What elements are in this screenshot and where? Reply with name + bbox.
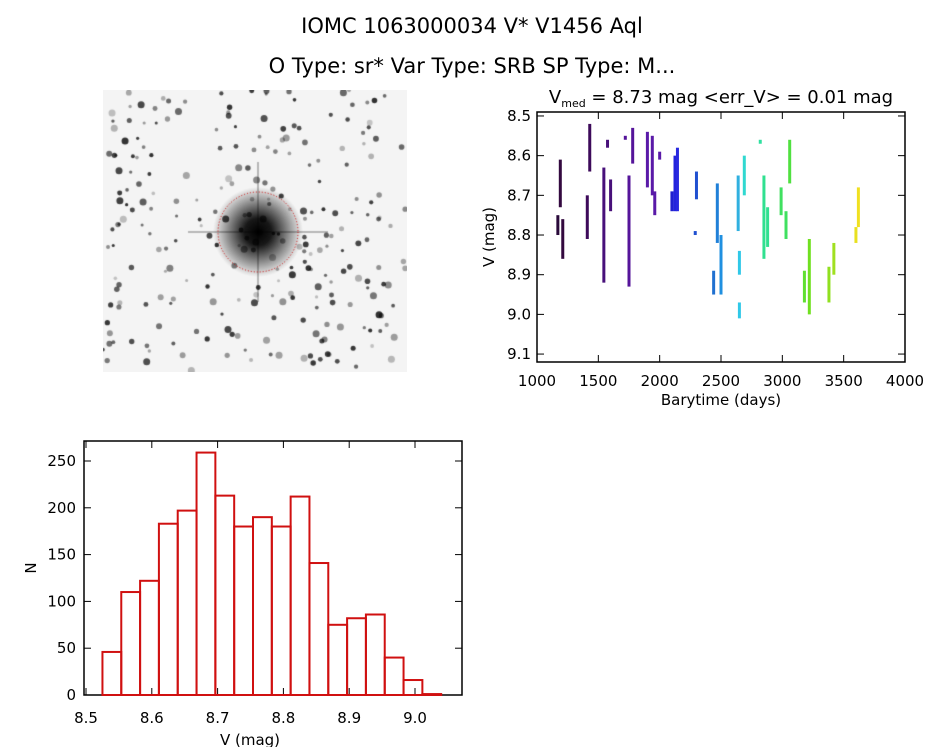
data-point-cluster xyxy=(737,250,741,275)
y-tick-label: 8.9 xyxy=(507,266,531,284)
data-point-cluster xyxy=(585,195,589,239)
title-v: V xyxy=(549,87,562,108)
histogram-bar xyxy=(214,494,236,696)
y-tick-label: 250 xyxy=(47,452,76,470)
y-axis-label: V (mag) xyxy=(480,207,498,267)
y-tick-label: 8.6 xyxy=(507,147,531,165)
data-point-cluster xyxy=(653,191,657,216)
data-point-cluster xyxy=(779,187,783,216)
y-tick-label: 50 xyxy=(57,639,76,657)
data-point-cluster xyxy=(602,167,606,283)
data-point-cluster xyxy=(694,171,698,200)
y-tick-label: 8.8 xyxy=(507,226,531,244)
x-tick-label: 3500 xyxy=(825,372,863,390)
y-tick-label: 0 xyxy=(66,686,76,704)
object-types: O Type: sr* Var Type: SRB SP Type: M... xyxy=(268,54,676,78)
y-tick-label: 9.1 xyxy=(507,345,531,363)
data-point-cluster xyxy=(609,179,613,212)
histogram-bar xyxy=(195,451,217,696)
data-point-cluster xyxy=(856,187,860,228)
y-tick-label: 8.5 xyxy=(507,107,531,125)
data-point-cluster xyxy=(658,151,662,160)
x-tick-label: 8.5 xyxy=(74,709,98,727)
y-tick-label: 150 xyxy=(47,546,76,564)
data-point-cluster xyxy=(737,302,741,319)
data-point-cluster xyxy=(627,175,631,287)
data-point-cluster xyxy=(784,211,788,239)
data-point-cluster xyxy=(742,155,746,196)
y-tick-label: 200 xyxy=(47,499,76,517)
data-point-cluster xyxy=(631,127,635,164)
data-point-cluster xyxy=(606,139,610,148)
data-point-cluster xyxy=(827,266,831,303)
histogram-bar xyxy=(233,525,255,697)
y-tick-label: 100 xyxy=(47,592,76,610)
object-title: IOMC 1063000034 V* V1456 Aql xyxy=(301,14,643,38)
x-tick-label: 9.0 xyxy=(403,709,427,727)
x-tick-label: 2500 xyxy=(702,372,740,390)
histogram-bar xyxy=(176,509,198,696)
data-point-cluster xyxy=(623,135,627,140)
histogram-bar xyxy=(101,650,123,696)
data-point-cluster xyxy=(788,139,792,184)
x-tick-label: 8.9 xyxy=(337,709,361,727)
histogram-bar xyxy=(402,679,424,696)
histogram-bar xyxy=(157,522,179,696)
x-tick-label: 8.7 xyxy=(206,709,230,727)
data-point-cluster xyxy=(556,215,560,236)
data-point-cluster xyxy=(854,227,858,243)
data-point-cluster xyxy=(561,219,565,259)
lightcurve-title: Vmed = 8.73 mag <err_V> = 0.01 mag xyxy=(549,87,893,110)
x-tick-label: 1500 xyxy=(579,372,617,390)
x-tick-label: 8.6 xyxy=(140,709,164,727)
data-point-cluster xyxy=(715,183,719,243)
histogram-bar xyxy=(364,613,386,697)
data-point-cluster xyxy=(673,155,677,212)
histogram-bar xyxy=(327,623,349,696)
data-point-cluster xyxy=(558,159,562,208)
histogram-bar xyxy=(120,591,142,696)
data-point-cluster xyxy=(832,242,836,275)
histogram-bar xyxy=(383,656,405,696)
title-rest: = 8.73 mag <err_V> = 0.01 mag xyxy=(586,87,893,108)
data-point-cluster xyxy=(802,270,806,303)
data-point-cluster xyxy=(650,135,654,196)
y-tick-label: 8.7 xyxy=(507,186,531,204)
histogram-bar xyxy=(421,693,443,697)
data-point-cluster xyxy=(758,139,762,144)
histogram-bar xyxy=(270,525,292,697)
x-tick-label: 1000 xyxy=(518,372,556,390)
x-axis-label: V (mag) xyxy=(220,731,280,747)
data-point-cluster xyxy=(766,207,770,247)
histogram-bar xyxy=(252,516,273,696)
y-axis-label: N xyxy=(22,562,40,573)
x-tick-label: 8.8 xyxy=(271,709,295,727)
data-point-cluster xyxy=(712,270,716,295)
histogram-bar xyxy=(289,495,311,696)
histogram-bar xyxy=(139,579,160,696)
data-point-cluster xyxy=(675,147,679,212)
data-point-cluster xyxy=(670,191,674,212)
x-tick-label: 3000 xyxy=(763,372,801,390)
histogram-bar xyxy=(308,562,330,696)
data-point-cluster xyxy=(807,238,811,315)
title-sub: med xyxy=(561,97,585,110)
x-tick-label: 2000 xyxy=(641,372,679,390)
y-tick-label: 9.0 xyxy=(507,305,531,323)
histogram-bar xyxy=(346,617,367,696)
data-point-cluster xyxy=(588,123,592,172)
data-point-cluster xyxy=(719,235,723,295)
data-point-cluster xyxy=(645,131,649,188)
data-point-cluster xyxy=(762,175,766,259)
sky-finder-image xyxy=(103,90,407,372)
x-axis-label: Barytime (days) xyxy=(661,391,781,409)
data-point-cluster xyxy=(693,231,697,236)
x-tick-label: 4000 xyxy=(886,372,924,390)
data-point-cluster xyxy=(736,175,740,232)
